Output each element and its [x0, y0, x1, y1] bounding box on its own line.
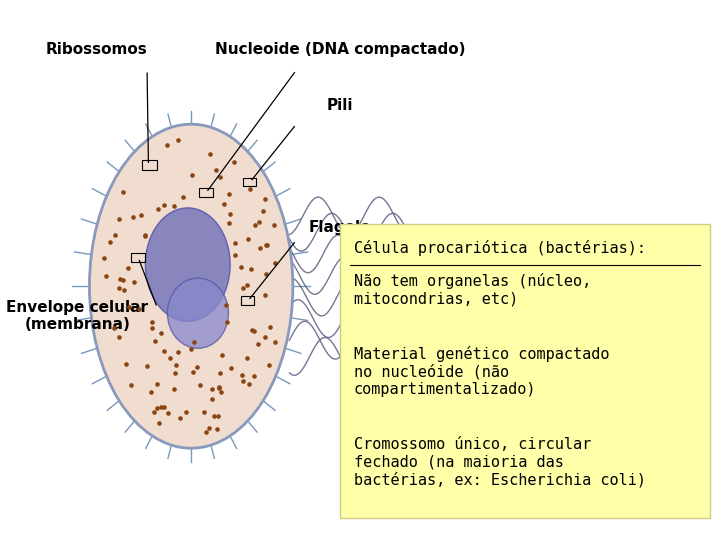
- Text: Nucleoide (DNA compactado): Nucleoide (DNA compactado): [215, 42, 466, 57]
- Text: Não tem organelas (núcleo,
mitocondrias, etc): Não tem organelas (núcleo, mitocondrias,…: [354, 273, 591, 306]
- Bar: [240, 296, 254, 305]
- Ellipse shape: [145, 208, 230, 321]
- Text: Flagelo: Flagelo: [309, 220, 372, 235]
- Text: Ribossomos: Ribossomos: [45, 42, 147, 57]
- Text: Cromossomo único, circular
fechado (na maioria das
bactérias, ex: Escherichia co: Cromossomo único, circular fechado (na m…: [354, 437, 646, 488]
- Ellipse shape: [168, 278, 228, 348]
- FancyBboxPatch shape: [341, 224, 710, 518]
- Text: Envelope celular
(membrana): Envelope celular (membrana): [6, 300, 148, 332]
- Bar: [132, 253, 145, 262]
- Bar: [143, 160, 157, 170]
- Bar: [199, 188, 213, 197]
- Text: Material genético compactado
no nucleóide (não
compartimentalizado): Material genético compactado no nucleóid…: [354, 346, 609, 397]
- Ellipse shape: [89, 124, 293, 448]
- Text: Pili: Pili: [327, 98, 354, 113]
- Bar: [243, 178, 256, 186]
- Text: Célula procariótica (bactérias):: Célula procariótica (bactérias):: [354, 240, 646, 256]
